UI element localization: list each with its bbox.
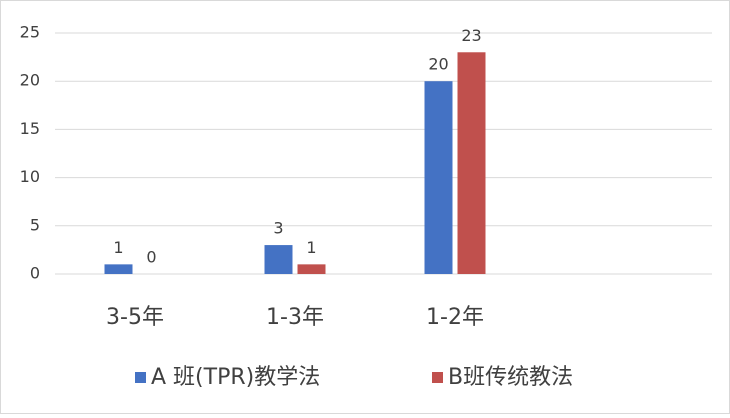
bar <box>457 52 486 274</box>
x-tick-label: 1-2年 <box>426 305 484 330</box>
y-tick-label: 20 <box>20 71 40 90</box>
legend-swatch <box>432 372 443 383</box>
y-tick-label: 10 <box>20 167 40 186</box>
bar <box>424 81 453 274</box>
x-tick-label: 1-3年 <box>266 305 324 330</box>
y-tick-label: 25 <box>20 23 40 42</box>
bar <box>264 245 293 274</box>
value-label: 20 <box>428 55 448 74</box>
x-tick-label: 3-5年 <box>106 305 164 330</box>
value-label: 23 <box>461 26 481 45</box>
legend-swatch <box>135 372 146 383</box>
value-label: 1 <box>113 238 123 257</box>
legend-label: A 班(TPR)教学法 <box>151 365 320 390</box>
value-label: 1 <box>306 238 316 257</box>
bar <box>297 264 326 274</box>
y-tick-label: 0 <box>30 264 40 283</box>
value-label: 0 <box>146 248 156 267</box>
y-tick-label: 15 <box>20 119 40 138</box>
legend-label: B班传统教法 <box>448 365 573 390</box>
y-tick-label: 5 <box>30 215 40 234</box>
bar <box>104 264 133 274</box>
value-label: 3 <box>273 219 283 238</box>
